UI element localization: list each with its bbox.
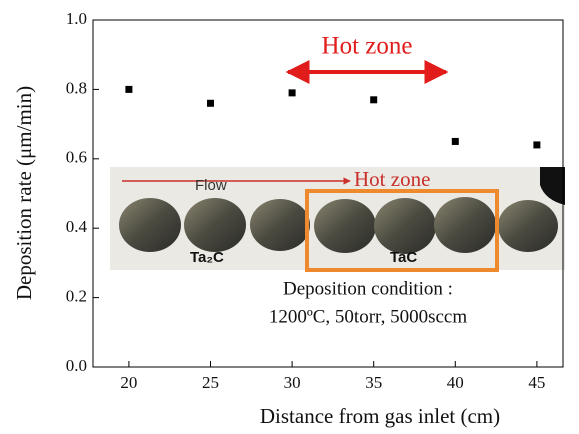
sample-disc — [119, 198, 181, 252]
y-tick-label: 0.8 — [66, 78, 87, 97]
tac-label: TaC — [390, 249, 417, 266]
condition-text: Deposition condition : — [283, 278, 453, 299]
x-axis-label: Distance from gas inlet (cm) — [260, 404, 500, 428]
y-tick-label: 0.2 — [66, 287, 87, 306]
sample-disc — [314, 199, 376, 253]
x-tick-label: 35 — [365, 373, 382, 392]
sample-disc — [184, 198, 246, 252]
inset-hot-zone-label: Hot zone — [354, 167, 430, 191]
y-tick-label: 1.0 — [66, 9, 87, 28]
data-point — [533, 141, 540, 148]
data-point — [370, 96, 377, 103]
y-tick-label: 0.4 — [66, 217, 88, 236]
y-axis-label: Deposition rate (μm/min) — [12, 86, 36, 300]
y-tick-label: 0.0 — [66, 356, 87, 375]
sample-disc — [434, 197, 496, 253]
data-point — [207, 100, 214, 107]
condition-text: 1200ºC, 50torr, 5000sccm — [269, 306, 467, 327]
x-tick-label: 25 — [202, 373, 219, 392]
flow-label: Flow — [195, 177, 227, 194]
y-tick-label: 0.6 — [66, 148, 87, 167]
sample-disc — [250, 199, 310, 251]
x-tick-label: 40 — [447, 373, 464, 392]
sample-disc — [374, 198, 436, 254]
sample-disc — [498, 200, 558, 252]
chart: Flow Hot zone Ta₂C TaC Hot zone Depositi… — [0, 0, 579, 434]
data-point — [452, 138, 459, 145]
ta2c-label: Ta₂C — [190, 249, 224, 266]
x-tick-label: 20 — [120, 373, 137, 392]
hot-zone-label: Hot zone — [322, 33, 413, 60]
x-tick-label: 30 — [284, 373, 301, 392]
data-point — [289, 89, 296, 96]
inset-photo: Flow Hot zone Ta₂C TaC — [110, 167, 565, 270]
x-tick-label: 45 — [528, 373, 545, 392]
data-point — [125, 86, 132, 93]
